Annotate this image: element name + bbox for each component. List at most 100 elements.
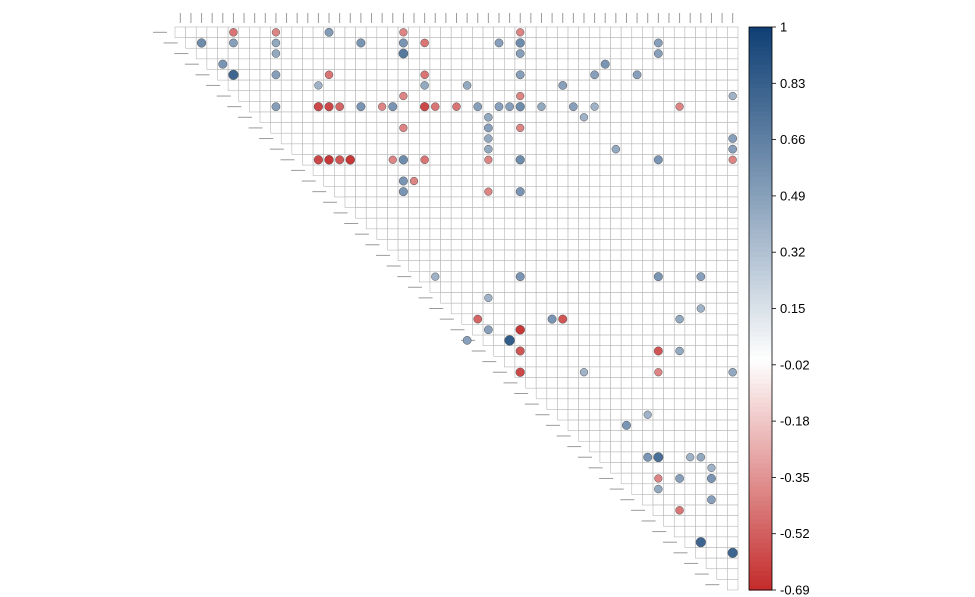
color-bar-tick-label: 0.15 (780, 301, 805, 316)
grid-cell (610, 122, 622, 134)
grid-cell (663, 58, 675, 70)
grid-cell (504, 132, 516, 145)
grid-cell (695, 292, 707, 304)
grid-cell (663, 37, 675, 49)
grid-cell (546, 207, 558, 219)
grid-cell (525, 302, 537, 315)
grid-cell (387, 79, 399, 92)
grid-cell (610, 387, 622, 400)
grid-cell (610, 462, 622, 474)
grid-cell (567, 47, 579, 60)
color-bar-segment (749, 87, 772, 94)
grid-cell (504, 90, 516, 102)
correlation-dot (537, 102, 546, 111)
color-bar-segment (749, 430, 772, 436)
correlation-dot (494, 102, 504, 112)
grid-cell (249, 79, 261, 92)
grid-cell (663, 26, 675, 38)
color-bar-segment (749, 313, 772, 319)
color-bar-segment (749, 186, 772, 192)
grid-cell (557, 387, 569, 400)
grid-cell (461, 292, 473, 304)
color-bar-segment (749, 148, 772, 155)
color-bar-segment (749, 364, 772, 371)
grid-cell (493, 345, 505, 357)
grid-cell (610, 451, 622, 463)
grid-cell (652, 79, 664, 92)
grid-cell (461, 196, 473, 208)
grid-cell (567, 249, 579, 261)
grid-cell (440, 122, 452, 134)
grid-cell (546, 324, 558, 336)
color-bar-tick-label: 0.49 (780, 188, 805, 203)
correlation-dot (484, 155, 493, 164)
correlation-dot (696, 304, 705, 313)
grid-cell (567, 313, 579, 325)
grid-cell (482, 164, 494, 177)
grid-cell (684, 90, 696, 102)
grid-cell (673, 271, 686, 283)
grid-cell (705, 345, 718, 357)
grid-cell (599, 228, 611, 240)
grid-cell (567, 356, 579, 368)
color-bar-tick-label: -0.02 (780, 357, 810, 372)
grid-cell (631, 249, 643, 261)
grid-cell (450, 58, 463, 70)
grid-cell (259, 58, 271, 70)
grid-cell (610, 132, 622, 145)
grid-cell (482, 271, 494, 283)
grid-cell (673, 260, 686, 272)
grid-cell (695, 409, 707, 421)
grid-cell (525, 196, 537, 208)
grid-cell (302, 101, 314, 113)
grid-cell (557, 122, 569, 134)
grid-cell (291, 69, 303, 81)
grid-cell (642, 101, 654, 113)
grid-cell (450, 69, 463, 81)
grid-cell (695, 175, 707, 187)
grid-cell (695, 164, 707, 177)
grid-cell (716, 196, 728, 208)
grid-cell (631, 111, 643, 123)
grid-cell (599, 239, 611, 251)
correlation-dot (398, 155, 408, 165)
grid-cell (716, 207, 728, 219)
grid-cell (365, 196, 378, 208)
correlation-dot (218, 59, 228, 69)
grid-cell (238, 69, 250, 81)
correlation-dot (653, 452, 664, 463)
grid-cell (504, 37, 516, 49)
correlation-dot (345, 155, 355, 165)
grid-cell (727, 494, 739, 506)
grid-cell (344, 164, 356, 177)
grid-cell (652, 186, 664, 198)
grid-cell (716, 409, 728, 421)
grid-cell (684, 292, 696, 304)
grid-cell (535, 26, 548, 38)
grid-cell (620, 260, 633, 272)
grid-cell (259, 37, 271, 49)
grid-cell (578, 334, 590, 346)
grid-cell (727, 398, 739, 410)
grid-cell (525, 186, 537, 198)
grid-cell (302, 143, 314, 155)
grid-cell (408, 260, 420, 272)
grid-cell (312, 143, 325, 155)
grid-cell (663, 186, 675, 198)
grid-cell (663, 377, 675, 389)
color-bar-segment (749, 233, 772, 239)
grid-cell (567, 239, 579, 251)
grid-cell (673, 196, 686, 208)
grid-cell (684, 398, 696, 410)
grid-cell (631, 302, 643, 315)
grid-cell (387, 58, 399, 70)
grid-cell (673, 302, 686, 315)
correlation-dot (515, 102, 525, 112)
grid-cell (557, 377, 569, 389)
grid-cell (727, 196, 739, 208)
grid-cell (280, 26, 293, 38)
grid-cell (631, 356, 643, 368)
correlation-dot (399, 123, 408, 133)
correlation-dot (515, 155, 525, 165)
grid-cell (642, 281, 654, 293)
